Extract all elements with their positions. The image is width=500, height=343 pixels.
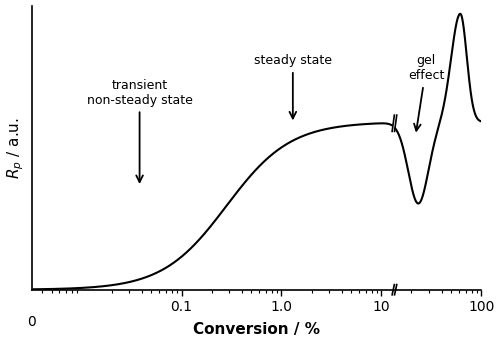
Text: steady state: steady state bbox=[254, 54, 332, 118]
X-axis label: Conversion / %: Conversion / % bbox=[193, 322, 320, 338]
Text: transient
non-steady state: transient non-steady state bbox=[86, 79, 192, 182]
Text: 0: 0 bbox=[28, 315, 36, 329]
Y-axis label: $R_p$ / a.u.: $R_p$ / a.u. bbox=[6, 117, 26, 178]
Text: gel
effect: gel effect bbox=[408, 54, 444, 131]
